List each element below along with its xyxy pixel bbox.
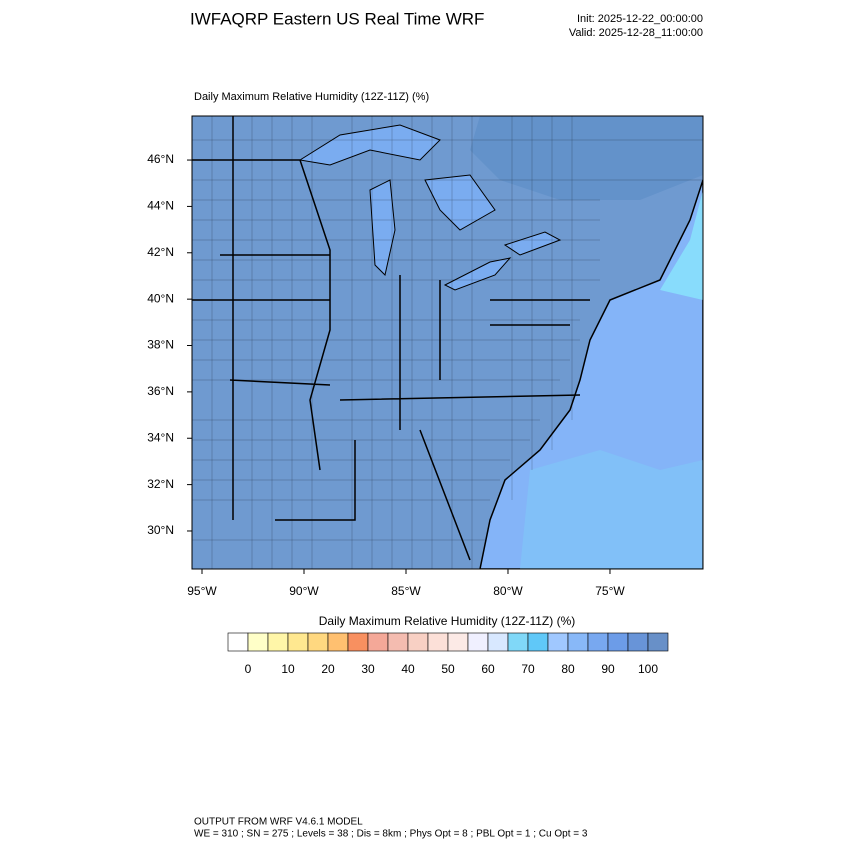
colorbar-box (507, 632, 529, 652)
colorbar-box (407, 632, 429, 652)
colorbar-box (467, 632, 489, 652)
x-tick-label: 80°W (493, 584, 523, 598)
colorbar-title: Daily Maximum Relative Humidity (12Z-11Z… (319, 614, 576, 628)
y-tick-label: 30°N (147, 523, 174, 537)
footer-line: WE = 310 ; SN = 275 ; Levels = 38 ; Dis … (194, 829, 588, 840)
colorbar-label: 60 (481, 662, 495, 676)
y-tick-label: 44°N (147, 199, 174, 213)
colorbar-label: 70 (521, 662, 535, 676)
colorbar-box (587, 632, 609, 652)
colorbar-box (567, 632, 589, 652)
colorbar-box (247, 632, 269, 652)
colorbar-label: 50 (441, 662, 455, 676)
colorbar-box (227, 632, 249, 652)
map (191, 115, 704, 570)
lake-erie (443, 257, 512, 291)
x-tick-label: 90°W (289, 584, 319, 598)
colorbar-label: 30 (361, 662, 375, 676)
y-tick-label: 42°N (147, 245, 174, 259)
footer-line: OUTPUT FROM WRF V4.6.1 MODEL (194, 817, 363, 828)
colorbar-label: 40 (401, 662, 415, 676)
colorbar-label: 100 (638, 662, 658, 676)
y-tick-label: 38°N (147, 338, 174, 352)
colorbar-box (287, 632, 309, 652)
map-title: Daily Maximum Relative Humidity (12Z-11Z… (194, 91, 429, 103)
y-tick-label: 36°N (147, 384, 174, 398)
y-tick-label: 46°N (147, 152, 174, 166)
x-tick-label: 95°W (187, 584, 217, 598)
colorbar-box (367, 632, 389, 652)
colorbar-box (267, 632, 289, 652)
colorbar-label: 20 (321, 662, 335, 676)
valid: Valid: 2025-12-28_11:00:00 (569, 27, 703, 39)
canada (470, 116, 703, 200)
colorbar-box (347, 632, 369, 652)
y-tick-label: 32°N (147, 477, 174, 491)
ocean-patch (660, 190, 703, 300)
colorbar-box (447, 632, 469, 652)
map-frame (191, 115, 704, 570)
colorbar-box (627, 632, 649, 652)
colorbar-box (307, 632, 329, 652)
colorbar-box (487, 632, 509, 652)
colorbar-box (547, 632, 569, 652)
lake-superior (298, 124, 441, 166)
init: Init: 2025-12-22_00:00:00 (577, 13, 703, 25)
colorbar-box (527, 632, 549, 652)
colorbar-label: 10 (281, 662, 295, 676)
x-tick-label: 75°W (595, 584, 625, 598)
colorbar-label: 0 (245, 662, 252, 676)
colorbar-box (647, 632, 669, 652)
colorbar-box (387, 632, 409, 652)
y-tick-label: 34°N (147, 430, 174, 444)
colorbar-box (607, 632, 629, 652)
title: IWFAQRP Eastern US Real Time WRF (190, 9, 484, 28)
y-tick-label: 40°N (147, 291, 174, 305)
ocean-patch (520, 450, 703, 569)
colorbar-box (427, 632, 449, 652)
x-tick-label: 85°W (391, 584, 421, 598)
colorbar-box (327, 632, 349, 652)
colorbar-label: 80 (561, 662, 575, 676)
colorbar-label: 90 (601, 662, 615, 676)
